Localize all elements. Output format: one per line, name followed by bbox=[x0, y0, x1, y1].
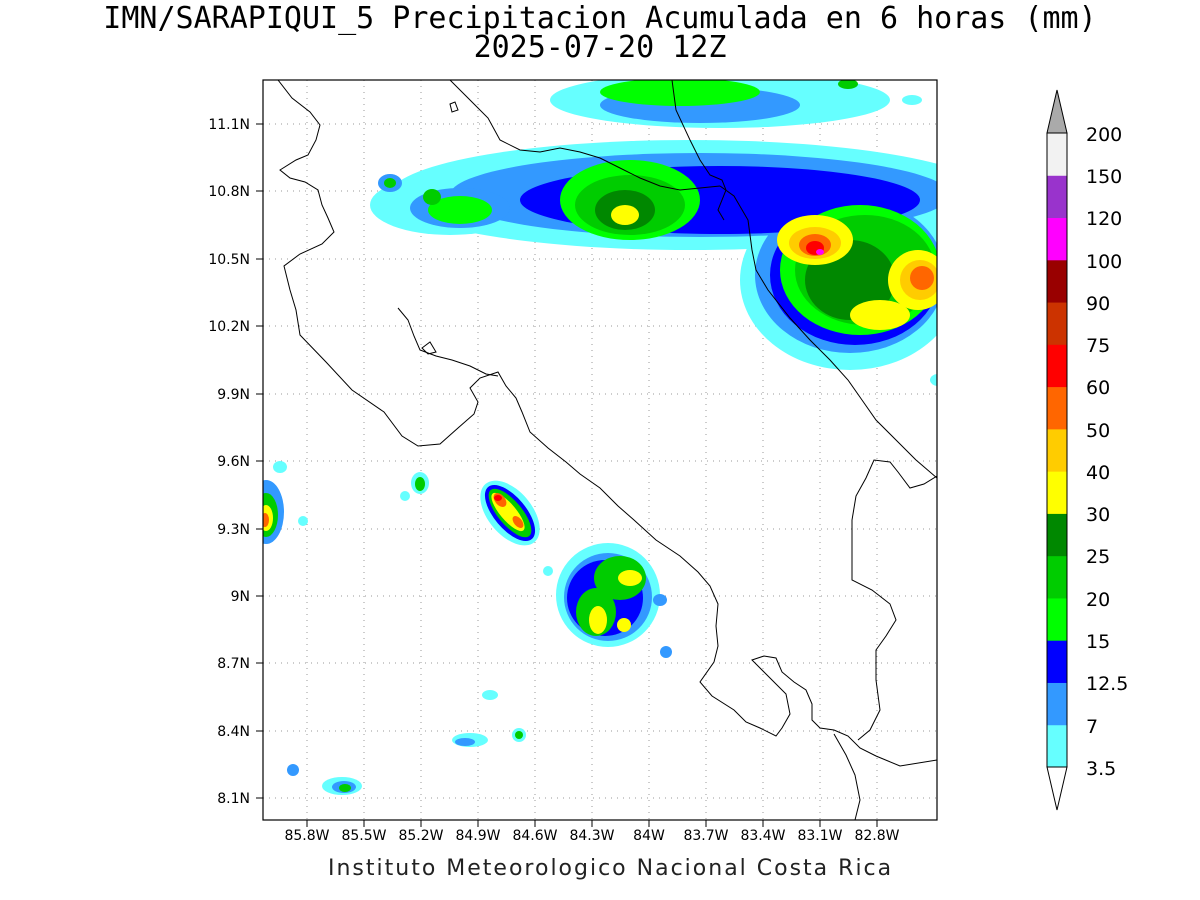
colorbar-label: 120 bbox=[1086, 208, 1122, 230]
colorbar-top-arrow bbox=[1046, 89, 1068, 134]
precip-small-cells bbox=[273, 80, 937, 795]
colorbar-label: 40 bbox=[1086, 462, 1110, 484]
lat-label: 9.9N bbox=[217, 387, 250, 403]
lat-label: 10.5N bbox=[208, 252, 250, 268]
lon-label: 85.8W bbox=[284, 828, 329, 844]
precipitation-field bbox=[263, 80, 937, 795]
colorbar-swatch bbox=[1047, 555, 1067, 599]
colorbar-swatch bbox=[1047, 597, 1067, 641]
colorbar-swatch bbox=[1047, 386, 1067, 430]
tick-marks bbox=[256, 123, 878, 827]
colorbar-label: 150 bbox=[1086, 166, 1122, 188]
caribbean-coast bbox=[719, 185, 937, 479]
lat-label: 11.1N bbox=[208, 117, 250, 133]
colorbar: 3.5 7 12.5 15 20 25 30 40 50 60 75 90 10… bbox=[1046, 89, 1128, 811]
precip-north-band bbox=[370, 80, 937, 370]
footer-credit: Instituto Meteorologico Nacional Costa R… bbox=[328, 856, 894, 881]
colorbar-label: 200 bbox=[1086, 124, 1122, 146]
colorbar-swatch bbox=[1047, 175, 1067, 219]
lat-label: 9.3N bbox=[217, 522, 250, 538]
colorbar-swatch bbox=[1047, 428, 1067, 472]
lon-label: 84.9W bbox=[455, 828, 500, 844]
lat-label: 9N bbox=[231, 589, 250, 605]
precip-west-cell bbox=[263, 480, 284, 544]
lat-label: 8.7N bbox=[217, 656, 250, 672]
nicaragua-border bbox=[671, 80, 727, 221]
colorbar-frame bbox=[1046, 132, 1068, 768]
colorbar-swatch bbox=[1047, 259, 1067, 303]
panama-coast bbox=[851, 459, 937, 741]
lat-label: 8.4N bbox=[217, 724, 250, 740]
lake-island bbox=[449, 101, 459, 113]
colorbar-label: 30 bbox=[1086, 504, 1110, 526]
lon-label: 84.3W bbox=[569, 828, 614, 844]
colorbar-label: 75 bbox=[1086, 335, 1110, 357]
colorbar-labels: 3.5 7 12.5 15 20 25 30 40 50 60 75 90 10… bbox=[1086, 124, 1128, 780]
colorbar-label: 15 bbox=[1086, 631, 1110, 653]
coastlines bbox=[277, 80, 937, 820]
lon-label: 85.5W bbox=[341, 828, 386, 844]
island bbox=[421, 341, 437, 355]
plot-frame bbox=[262, 79, 938, 821]
map-subtitle: 2025-07-20 12Z bbox=[473, 30, 727, 65]
lon-labels: 85.8W 85.5W 85.2W 84.9W 84.6W 84.3W 84W … bbox=[284, 828, 899, 844]
map-title: IMN/SARAPIQUI_5 Precipitacion Acumulada … bbox=[103, 1, 1097, 36]
lon-label: 84.6W bbox=[512, 828, 557, 844]
colorbar-swatches bbox=[1047, 133, 1067, 768]
lon-label: 82.8W bbox=[854, 828, 899, 844]
colorbar-label: 60 bbox=[1086, 377, 1110, 399]
lon-label: 83.7W bbox=[683, 828, 728, 844]
colorbar-label: 7 bbox=[1086, 716, 1098, 738]
colorbar-swatch bbox=[1047, 471, 1067, 514]
colorbar-swatch bbox=[1047, 133, 1067, 176]
colorbar-label: 100 bbox=[1086, 251, 1122, 273]
lon-label: 83.1W bbox=[797, 828, 842, 844]
colorbar-label: 25 bbox=[1086, 546, 1110, 568]
lon-label: 85.2W bbox=[398, 828, 443, 844]
lat-label: 10.8N bbox=[208, 184, 250, 200]
colorbar-label: 12.5 bbox=[1086, 673, 1128, 695]
colorbar-swatch bbox=[1047, 344, 1067, 388]
lat-label: 8.1N bbox=[217, 791, 250, 807]
lon-label: 84W bbox=[633, 828, 665, 844]
colorbar-swatch bbox=[1047, 640, 1067, 683]
colorbar-label: 90 bbox=[1086, 293, 1110, 315]
colorbar-swatch bbox=[1047, 513, 1067, 557]
northern-lake-shore bbox=[449, 80, 721, 191]
colorbar-label: 50 bbox=[1086, 420, 1110, 442]
colorbar-bottom-arrow bbox=[1046, 766, 1068, 811]
panama-border bbox=[833, 733, 861, 820]
pacific-coast bbox=[277, 80, 937, 767]
colorbar-swatch bbox=[1047, 302, 1067, 345]
colorbar-swatch bbox=[1047, 682, 1067, 726]
colorbar-label: 3.5 bbox=[1086, 758, 1116, 780]
precip-central-cells bbox=[411, 472, 667, 647]
lat-label: 9.6N bbox=[217, 454, 250, 470]
colorbar-swatch bbox=[1047, 724, 1067, 768]
lat-label: 10.2N bbox=[208, 319, 250, 335]
nicoya-inner-coast bbox=[397, 307, 499, 377]
colorbar-swatch bbox=[1047, 217, 1067, 261]
lat-labels: 11.1N 10.8N 10.5N 10.2N 9.9N 9.6N 9.3N 9… bbox=[208, 117, 250, 807]
lon-label: 83.4W bbox=[740, 828, 785, 844]
colorbar-label: 20 bbox=[1086, 589, 1110, 611]
